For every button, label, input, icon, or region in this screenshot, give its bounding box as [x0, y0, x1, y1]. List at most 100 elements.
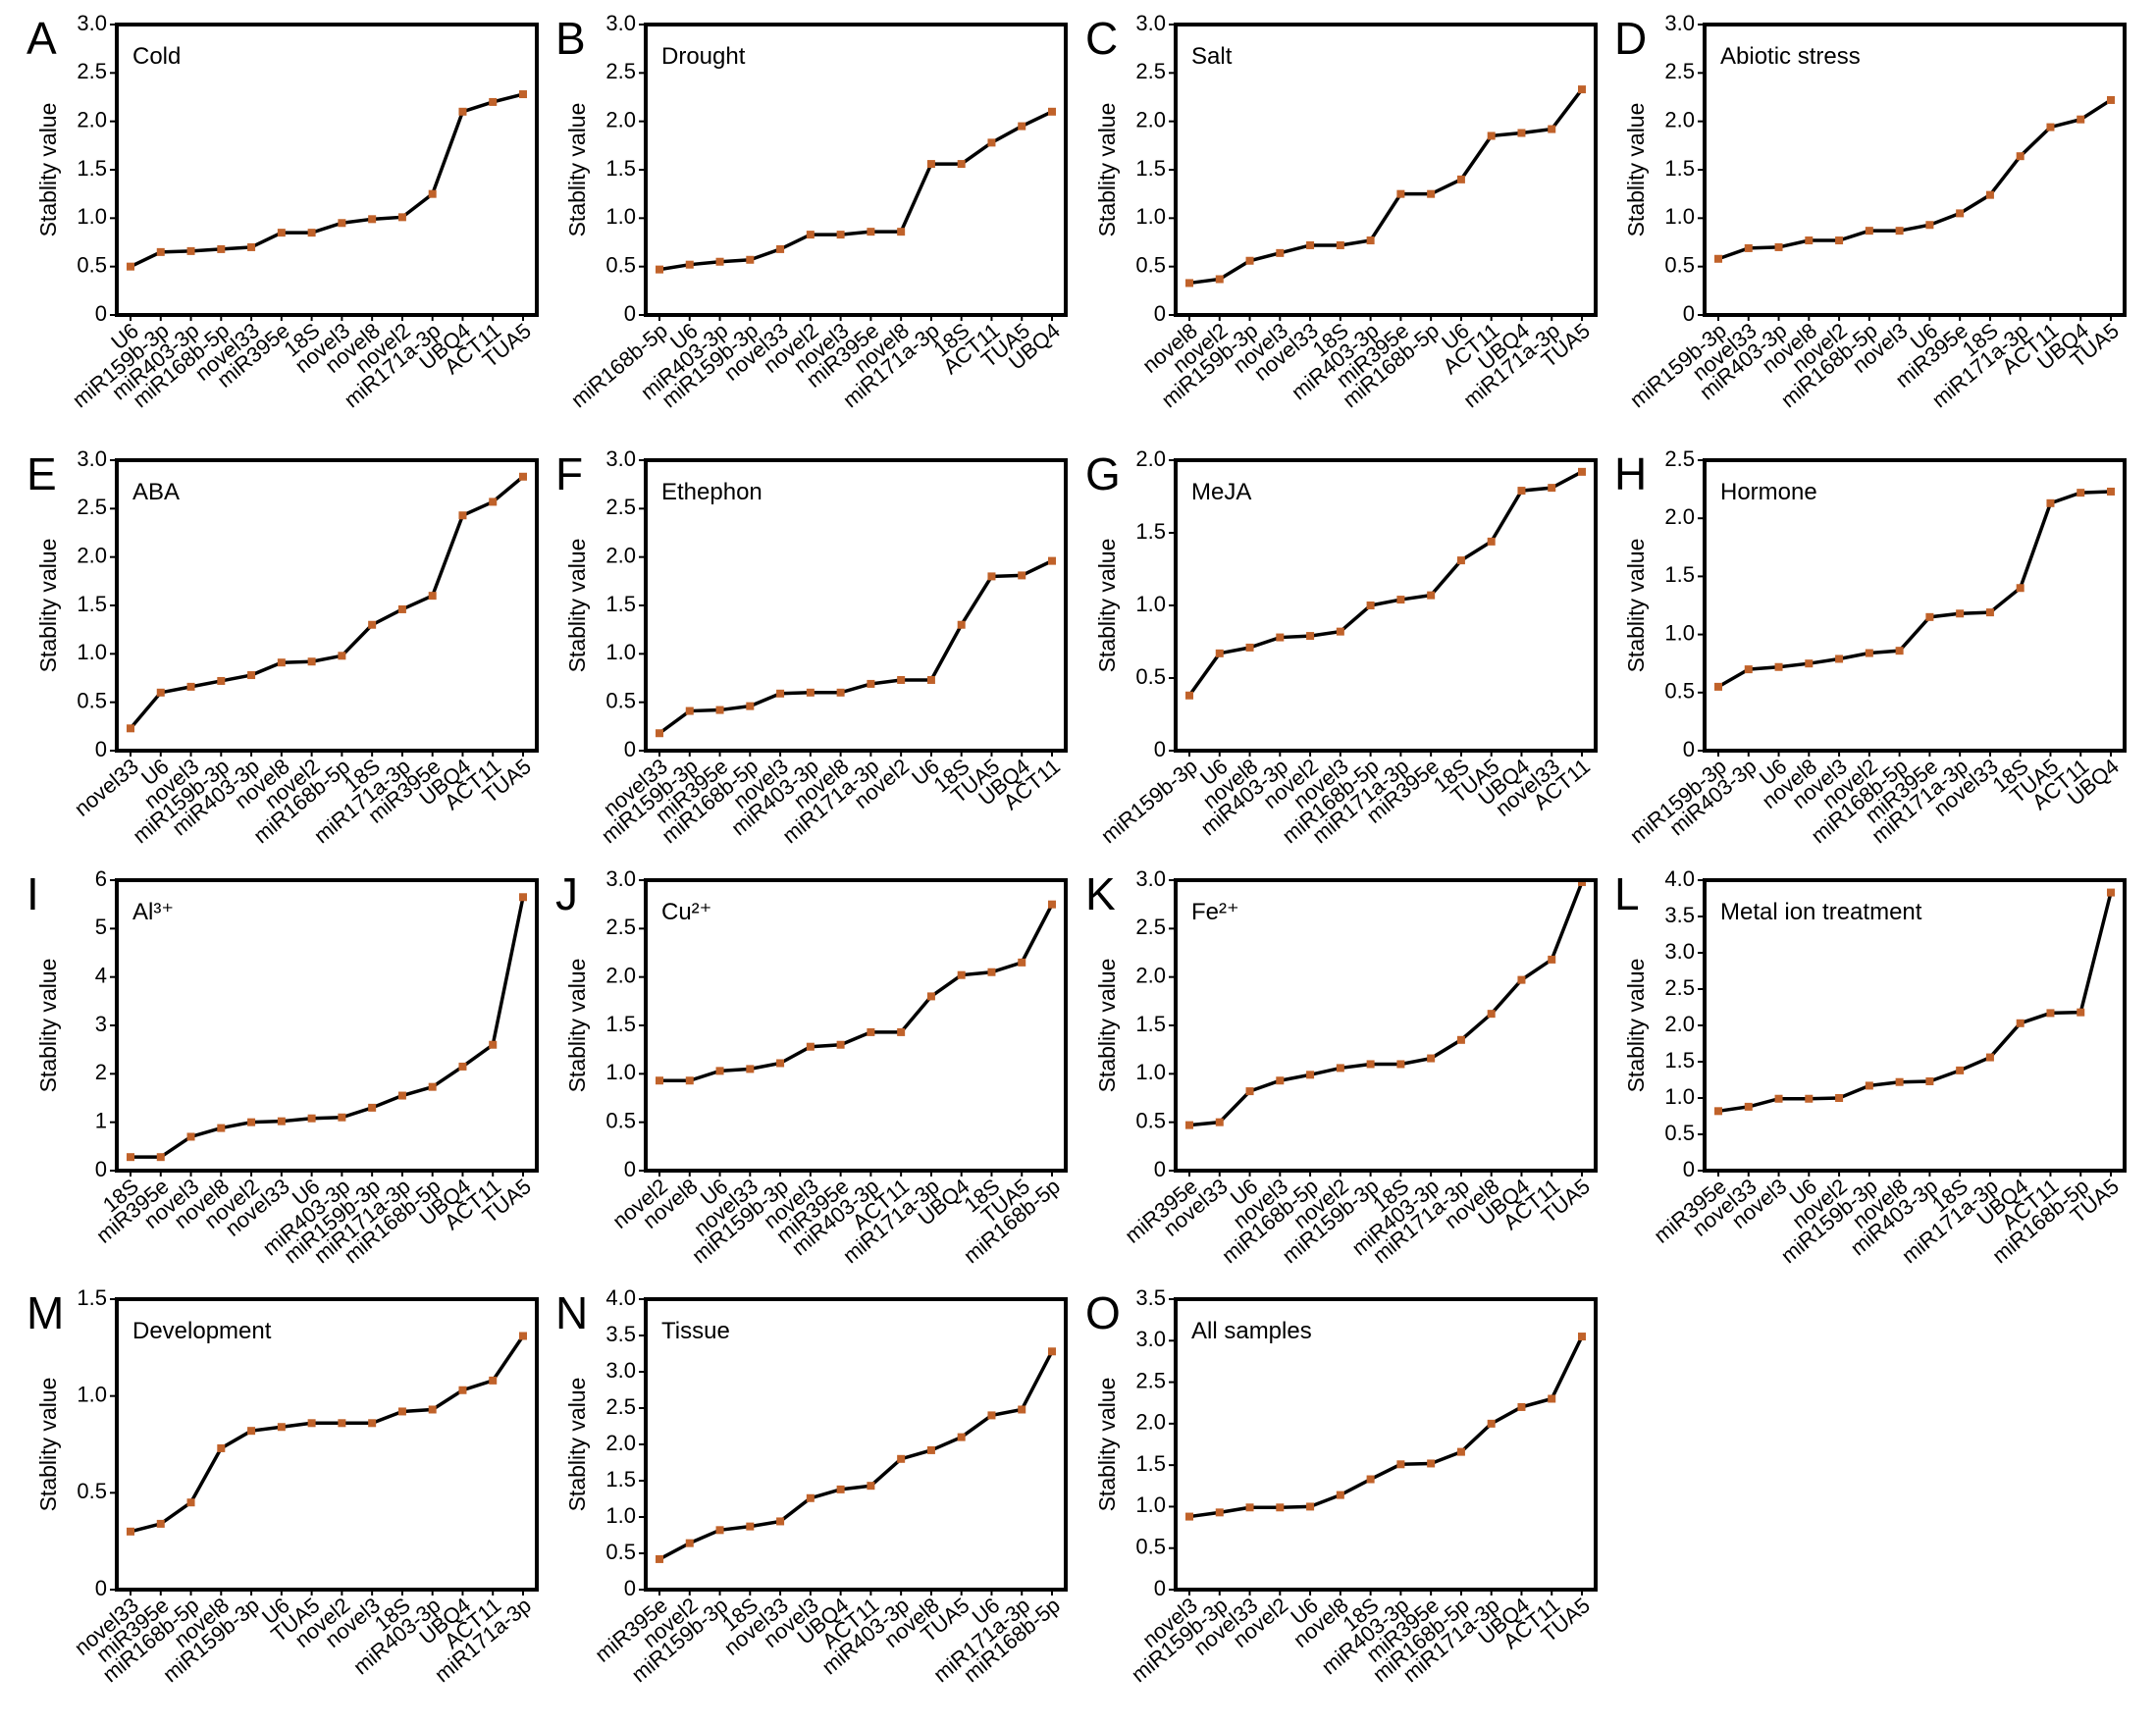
y-tick-label: 2.0 — [605, 543, 636, 567]
y-tick-label: 1.0 — [77, 204, 107, 229]
panel-title: Fe²⁺ — [1191, 899, 1239, 925]
y-tick-label: 0.5 — [1664, 252, 1695, 277]
point — [338, 652, 346, 660]
y-tick-label: 6 — [95, 866, 107, 891]
y-tick-label: 0 — [624, 737, 636, 761]
point — [1427, 189, 1436, 198]
y-tick-label: 3.0 — [1664, 11, 1695, 35]
point — [1427, 1459, 1436, 1468]
point — [428, 592, 437, 601]
y-tick-label: 0.5 — [1135, 1535, 1166, 1559]
point — [217, 1443, 226, 1452]
panel-letter: F — [555, 448, 583, 499]
panel-title: ABA — [132, 479, 180, 505]
point — [1396, 189, 1405, 198]
y-axis-label: Stablity value — [564, 103, 590, 237]
point — [1018, 122, 1026, 131]
point — [987, 138, 996, 147]
y-tick-label: 1.5 — [1664, 1048, 1695, 1073]
series-line — [131, 896, 525, 1159]
y-tick-label: 0.5 — [605, 1108, 636, 1132]
point — [186, 1498, 195, 1507]
y-tick-label: 1.5 — [77, 156, 107, 181]
point — [926, 675, 935, 684]
y-tick-label: 2.5 — [605, 1394, 636, 1419]
point — [519, 90, 527, 99]
point — [1018, 571, 1026, 580]
point — [277, 658, 286, 667]
panel: 00.51.01.52.02.5miR159b-3pmiR403-3pU6nov… — [1614, 446, 2127, 848]
panel-letter: B — [555, 13, 586, 64]
series-line — [130, 92, 524, 269]
plot-frame — [644, 23, 1068, 317]
point — [1245, 1503, 1254, 1512]
point — [519, 893, 527, 902]
y-tick-label: 0 — [624, 301, 636, 326]
y-tick-label: 1.0 — [1135, 1492, 1166, 1517]
y-tick-label: 0.5 — [605, 688, 636, 712]
point — [1048, 556, 1056, 565]
y-tick-label: 2.0 — [77, 107, 107, 131]
point — [186, 682, 195, 691]
y-tick-label: 3.5 — [1664, 903, 1695, 927]
panel-letter: K — [1085, 868, 1116, 919]
point — [1366, 1060, 1375, 1069]
series-line — [1717, 892, 2113, 1114]
point — [156, 1519, 165, 1528]
x-tick-label: miR159b-3p — [1096, 754, 1202, 848]
y-tick-label: 2.0 — [1135, 963, 1166, 987]
point — [836, 688, 845, 697]
y-axis-label: Stablity value — [35, 959, 61, 1093]
point — [428, 189, 437, 198]
point — [1048, 1347, 1056, 1356]
y-tick-label: 1.5 — [1664, 156, 1695, 181]
point — [127, 724, 134, 733]
point — [519, 1332, 527, 1340]
point — [186, 246, 195, 255]
y-tick-label: 1.5 — [605, 592, 636, 616]
panel-letter: C — [1085, 13, 1118, 64]
point — [1774, 242, 1783, 251]
point — [957, 160, 966, 169]
y-axis-label: Stablity value — [564, 539, 590, 673]
point — [685, 260, 694, 269]
point — [489, 1376, 498, 1385]
series-line — [658, 110, 1053, 272]
point — [1714, 1107, 1722, 1116]
panel: 00.51.01.52.02.53.0miR159b-3pnovel33miR4… — [1614, 11, 2127, 412]
point — [1456, 1035, 1465, 1044]
panel-title: Ethephon — [661, 479, 762, 505]
y-tick-label: 5 — [95, 915, 107, 939]
point — [685, 1076, 694, 1085]
y-tick-label: 0.5 — [1135, 252, 1166, 277]
point — [338, 1419, 346, 1428]
point — [1456, 1447, 1465, 1456]
y-tick-label: 0 — [1683, 301, 1695, 326]
y-tick-label: 0.5 — [1135, 1108, 1166, 1132]
y-tick-label: 3.0 — [605, 866, 636, 891]
point — [1835, 236, 1844, 245]
point — [277, 1117, 286, 1125]
y-tick-label: 0.5 — [1664, 679, 1695, 704]
plot-frame — [115, 878, 539, 1173]
y-tick-label: 3.0 — [77, 446, 107, 471]
point — [1487, 1010, 1496, 1019]
point — [656, 1554, 663, 1563]
y-tick-label: 1.0 — [77, 640, 107, 664]
plot-frame — [115, 23, 539, 317]
panel-letter: L — [1614, 868, 1640, 919]
point — [1336, 1064, 1344, 1073]
y-tick-label: 3 — [95, 1012, 107, 1036]
point — [217, 244, 226, 253]
point — [1366, 602, 1375, 609]
y-tick-label: 2.0 — [1664, 1012, 1695, 1036]
y-tick-label: 1.0 — [605, 204, 636, 229]
point — [489, 1040, 498, 1049]
y-tick-label: 0 — [95, 1157, 107, 1181]
point — [1185, 1512, 1193, 1521]
panel-title: MeJA — [1191, 479, 1251, 505]
point — [746, 702, 755, 710]
y-axis-label: Stablity value — [564, 959, 590, 1093]
point — [2077, 1008, 2085, 1017]
point — [867, 1027, 875, 1036]
